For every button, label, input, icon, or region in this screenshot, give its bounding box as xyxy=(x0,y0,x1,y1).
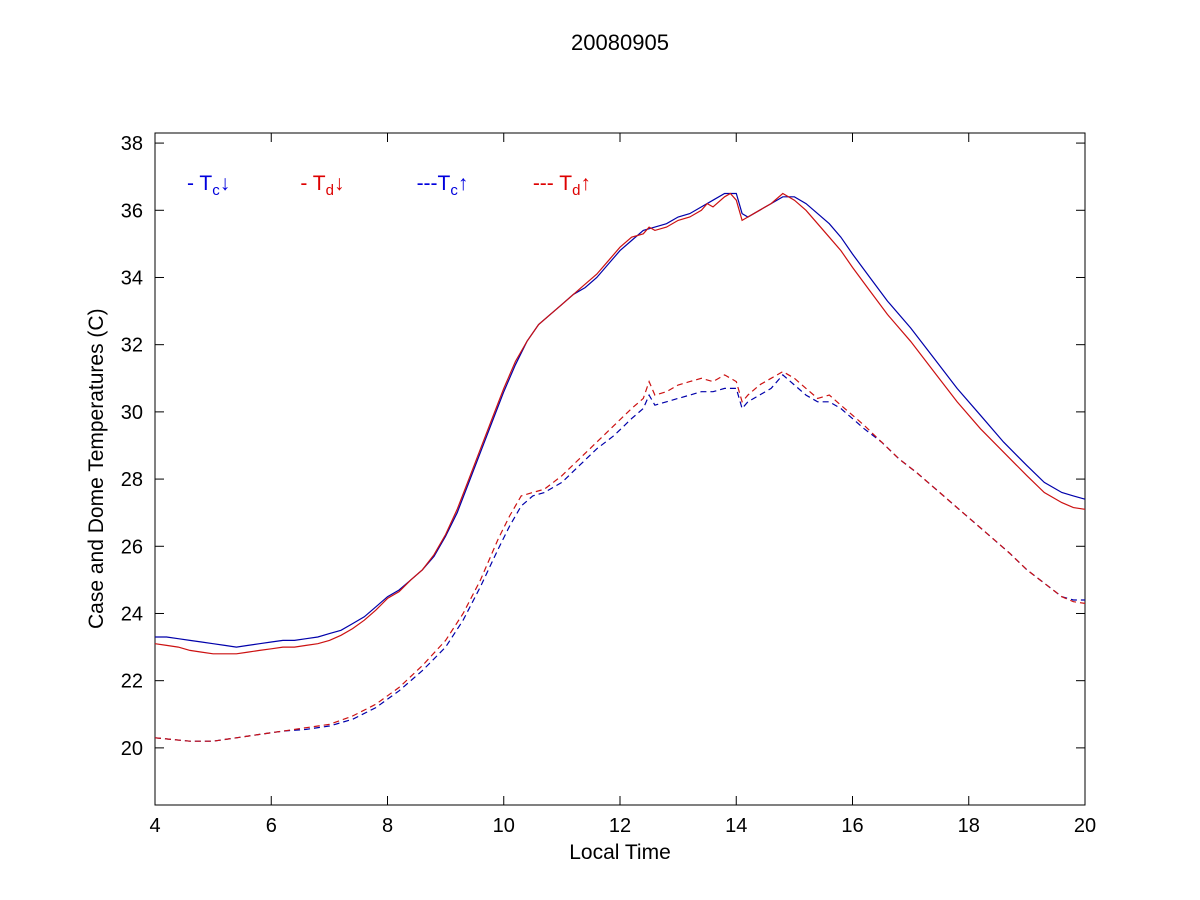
x-tick-label: 10 xyxy=(493,815,515,837)
y-tick-label: 26 xyxy=(121,536,143,558)
x-tick-label: 8 xyxy=(382,815,393,837)
y-tick-label: 22 xyxy=(121,671,143,693)
x-axis-label: Local Time xyxy=(569,841,671,864)
x-tick-label: 20 xyxy=(1074,815,1096,837)
y-tick-label: 24 xyxy=(121,603,143,625)
x-tick-label: 4 xyxy=(149,815,160,837)
legend-Tc-up: ---Tc↑ xyxy=(417,172,469,199)
x-tick-label: 14 xyxy=(725,815,747,837)
legend-Td-down: - Td↓ xyxy=(300,172,344,199)
plot-box xyxy=(154,132,1086,806)
series-Td-down xyxy=(154,192,1086,655)
y-tick-label: 34 xyxy=(121,267,143,289)
series-Tc-down xyxy=(155,192,1086,648)
chart-title: 20080905 xyxy=(571,30,669,55)
legend-Td-up: --- Td↑ xyxy=(533,172,591,199)
x-tick-label: 16 xyxy=(841,815,863,837)
series-Tc-up xyxy=(154,374,1085,742)
y-tick-label: 30 xyxy=(121,402,143,424)
series-Td-up xyxy=(154,370,1086,742)
y-tick-label: 20 xyxy=(121,738,143,760)
x-tick-label: 12 xyxy=(609,815,631,837)
x-tick-label: 6 xyxy=(266,815,277,837)
x-tick-label: 18 xyxy=(958,815,980,837)
y-tick-label: 38 xyxy=(121,133,143,155)
y-tick-label: 28 xyxy=(121,469,143,491)
y-tick-label: 32 xyxy=(121,335,143,357)
y-tick-label: 36 xyxy=(121,200,143,222)
legend-Tc-down: - Tc↓ xyxy=(187,172,230,199)
